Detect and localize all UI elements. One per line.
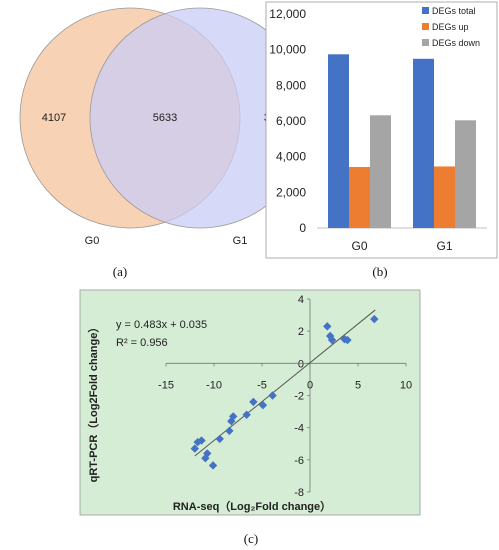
bar-y-tick-label: 2,000 [276, 185, 306, 199]
scatter-point [258, 400, 268, 410]
panel-label-c: (c) [244, 531, 258, 546]
scatter-equation: y = 0.483x + 0.035 [116, 319, 207, 331]
venn-g0-label: G0 [85, 235, 100, 247]
bar-degs-down-g1 [455, 120, 476, 228]
bar-legend-swatch [422, 23, 429, 30]
scatter-y-axis-label: qRT-PCR（Log2Fold change） [87, 322, 100, 483]
scatter-y-tick-label: 4 [298, 294, 304, 306]
bar-category-label: G0 [351, 239, 367, 253]
scatter-x-axis-label: RNA-seq（Log₂Fold change） [173, 500, 331, 513]
venn-intersection-count: 5633 [153, 112, 177, 124]
scatter-point [208, 461, 218, 470]
scatter-point [249, 397, 258, 407]
bar-y-tick-label: 6,000 [276, 114, 306, 128]
scatter-point [225, 426, 234, 436]
scatter-point [215, 434, 224, 444]
venn-g0-only-count: 4107 [42, 112, 66, 124]
scatter-point [370, 314, 379, 324]
scatter-y-tick-label: -2 [294, 391, 304, 403]
scatter-x-tick-label: -10 [206, 379, 222, 391]
bar-legend-label: DEGs up [432, 22, 469, 32]
bar-degs-total-g1 [413, 58, 434, 229]
scatter-x-tick-label: -15 [158, 379, 174, 391]
scatter-point [197, 436, 206, 445]
scatter-x-tick-label: 5 [355, 379, 361, 391]
bar-y-tick-label: 12,000 [269, 7, 306, 21]
scatter-point [323, 322, 332, 331]
scatter-x-axis: -15 -10 -5 0 5 10 [158, 362, 412, 391]
bar-y-tick-label: 8,000 [276, 78, 306, 92]
panel-label-a: (a) [113, 264, 127, 279]
bar-category-label: G1 [436, 239, 452, 253]
scatter-points [190, 314, 379, 470]
bar-degs-down-g0 [370, 115, 391, 228]
bar-category-labels: G0 G1 [351, 239, 452, 253]
bar-y-axis: 0 2,000 4,000 6,000 8,000 10,000 12,000 [269, 7, 306, 235]
scatter-point [242, 410, 251, 419]
scatter-point [327, 335, 337, 345]
bar-y-tick-label: 10,000 [269, 43, 306, 57]
scatter-point [227, 417, 236, 426]
scatter-point [229, 412, 238, 421]
scatter-trendline [194, 309, 376, 457]
scatter-point [268, 391, 277, 400]
bar-degs-up-g1 [434, 166, 455, 228]
panel-label-b: (b) [372, 264, 387, 279]
scatter-y-tick-label: -4 [294, 423, 304, 435]
scatter-point [203, 449, 212, 458]
scatter-y-tick-label: -8 [294, 487, 304, 499]
venn-g1-label: G1 [233, 235, 248, 247]
scatter-point [190, 444, 199, 453]
bar-legend-swatch [422, 39, 429, 46]
scatter-x-tick-label: 0 [307, 379, 313, 391]
scatter-point [343, 335, 352, 345]
bar-legend-label: DEGs total [432, 6, 476, 16]
scatter-y-tick-label: -6 [294, 455, 304, 467]
scatter-x-tick-label: -5 [257, 379, 267, 391]
bar-y-tick-label: 4,000 [276, 150, 306, 164]
bar-legend-swatch [422, 7, 429, 14]
bar-y-tick-label: 0 [299, 221, 306, 235]
bar-degs-total-g0 [328, 54, 349, 229]
bar-legend: DEGs total DEGs up DEGs down [422, 6, 480, 48]
scatter-y-tick-label: 2 [298, 326, 304, 338]
bar-legend-label: DEGs down [432, 38, 480, 48]
bar-degs-up-g0 [349, 167, 370, 228]
venn-panel: 4107 5633 3856 G0 G1 (a) [19, 7, 311, 279]
scatter-x-tick-label: 10 [400, 379, 412, 391]
scatter-r2: R² = 0.956 [116, 337, 168, 349]
scatter-y-tick-label: 0 [298, 358, 304, 370]
bar-panel: 0 2,000 4,000 6,000 8,000 10,000 12,000 G0 G1 D… [265, 1, 498, 279]
bar-bars [328, 54, 476, 229]
